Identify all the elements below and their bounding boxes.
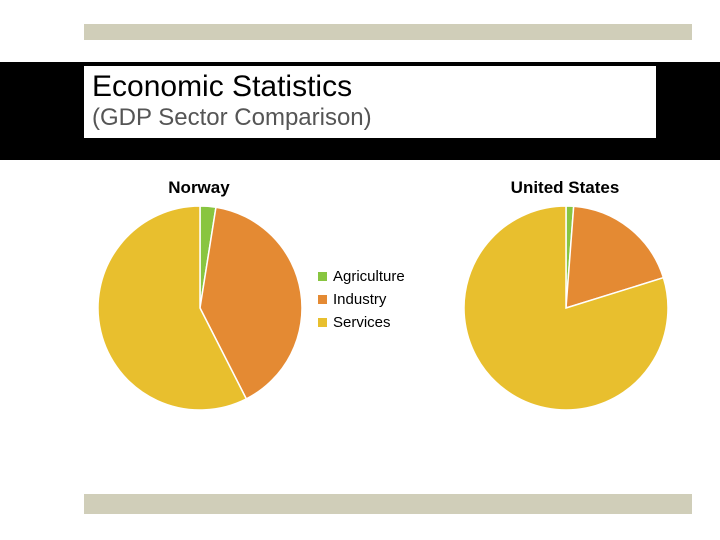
legend-marker-services [318, 318, 327, 327]
legend-label-services: Services [333, 314, 391, 331]
legend-marker-agriculture [318, 272, 327, 281]
bottom-accent-bar [84, 494, 692, 514]
norway-chart-title: Norway [104, 178, 294, 198]
legend-marker-industry [318, 295, 327, 304]
chart-area: Norway United States Agriculture Industr… [84, 178, 692, 478]
page-title: Economic Statistics [92, 70, 648, 104]
legend-label-agriculture: Agriculture [333, 268, 405, 285]
norway-pie-chart [98, 206, 302, 410]
legend-item-industry: Industry [318, 291, 405, 308]
us-pie-chart [464, 206, 668, 410]
title-block: Economic Statistics (GDP Sector Comparis… [84, 66, 656, 138]
page-subtitle: (GDP Sector Comparison) [92, 104, 648, 132]
top-accent-bar [84, 24, 692, 40]
legend-item-agriculture: Agriculture [318, 268, 405, 285]
legend-label-industry: Industry [333, 291, 386, 308]
legend: Agriculture Industry Services [318, 268, 405, 337]
us-chart-title: United States [470, 178, 660, 198]
legend-item-services: Services [318, 314, 405, 331]
